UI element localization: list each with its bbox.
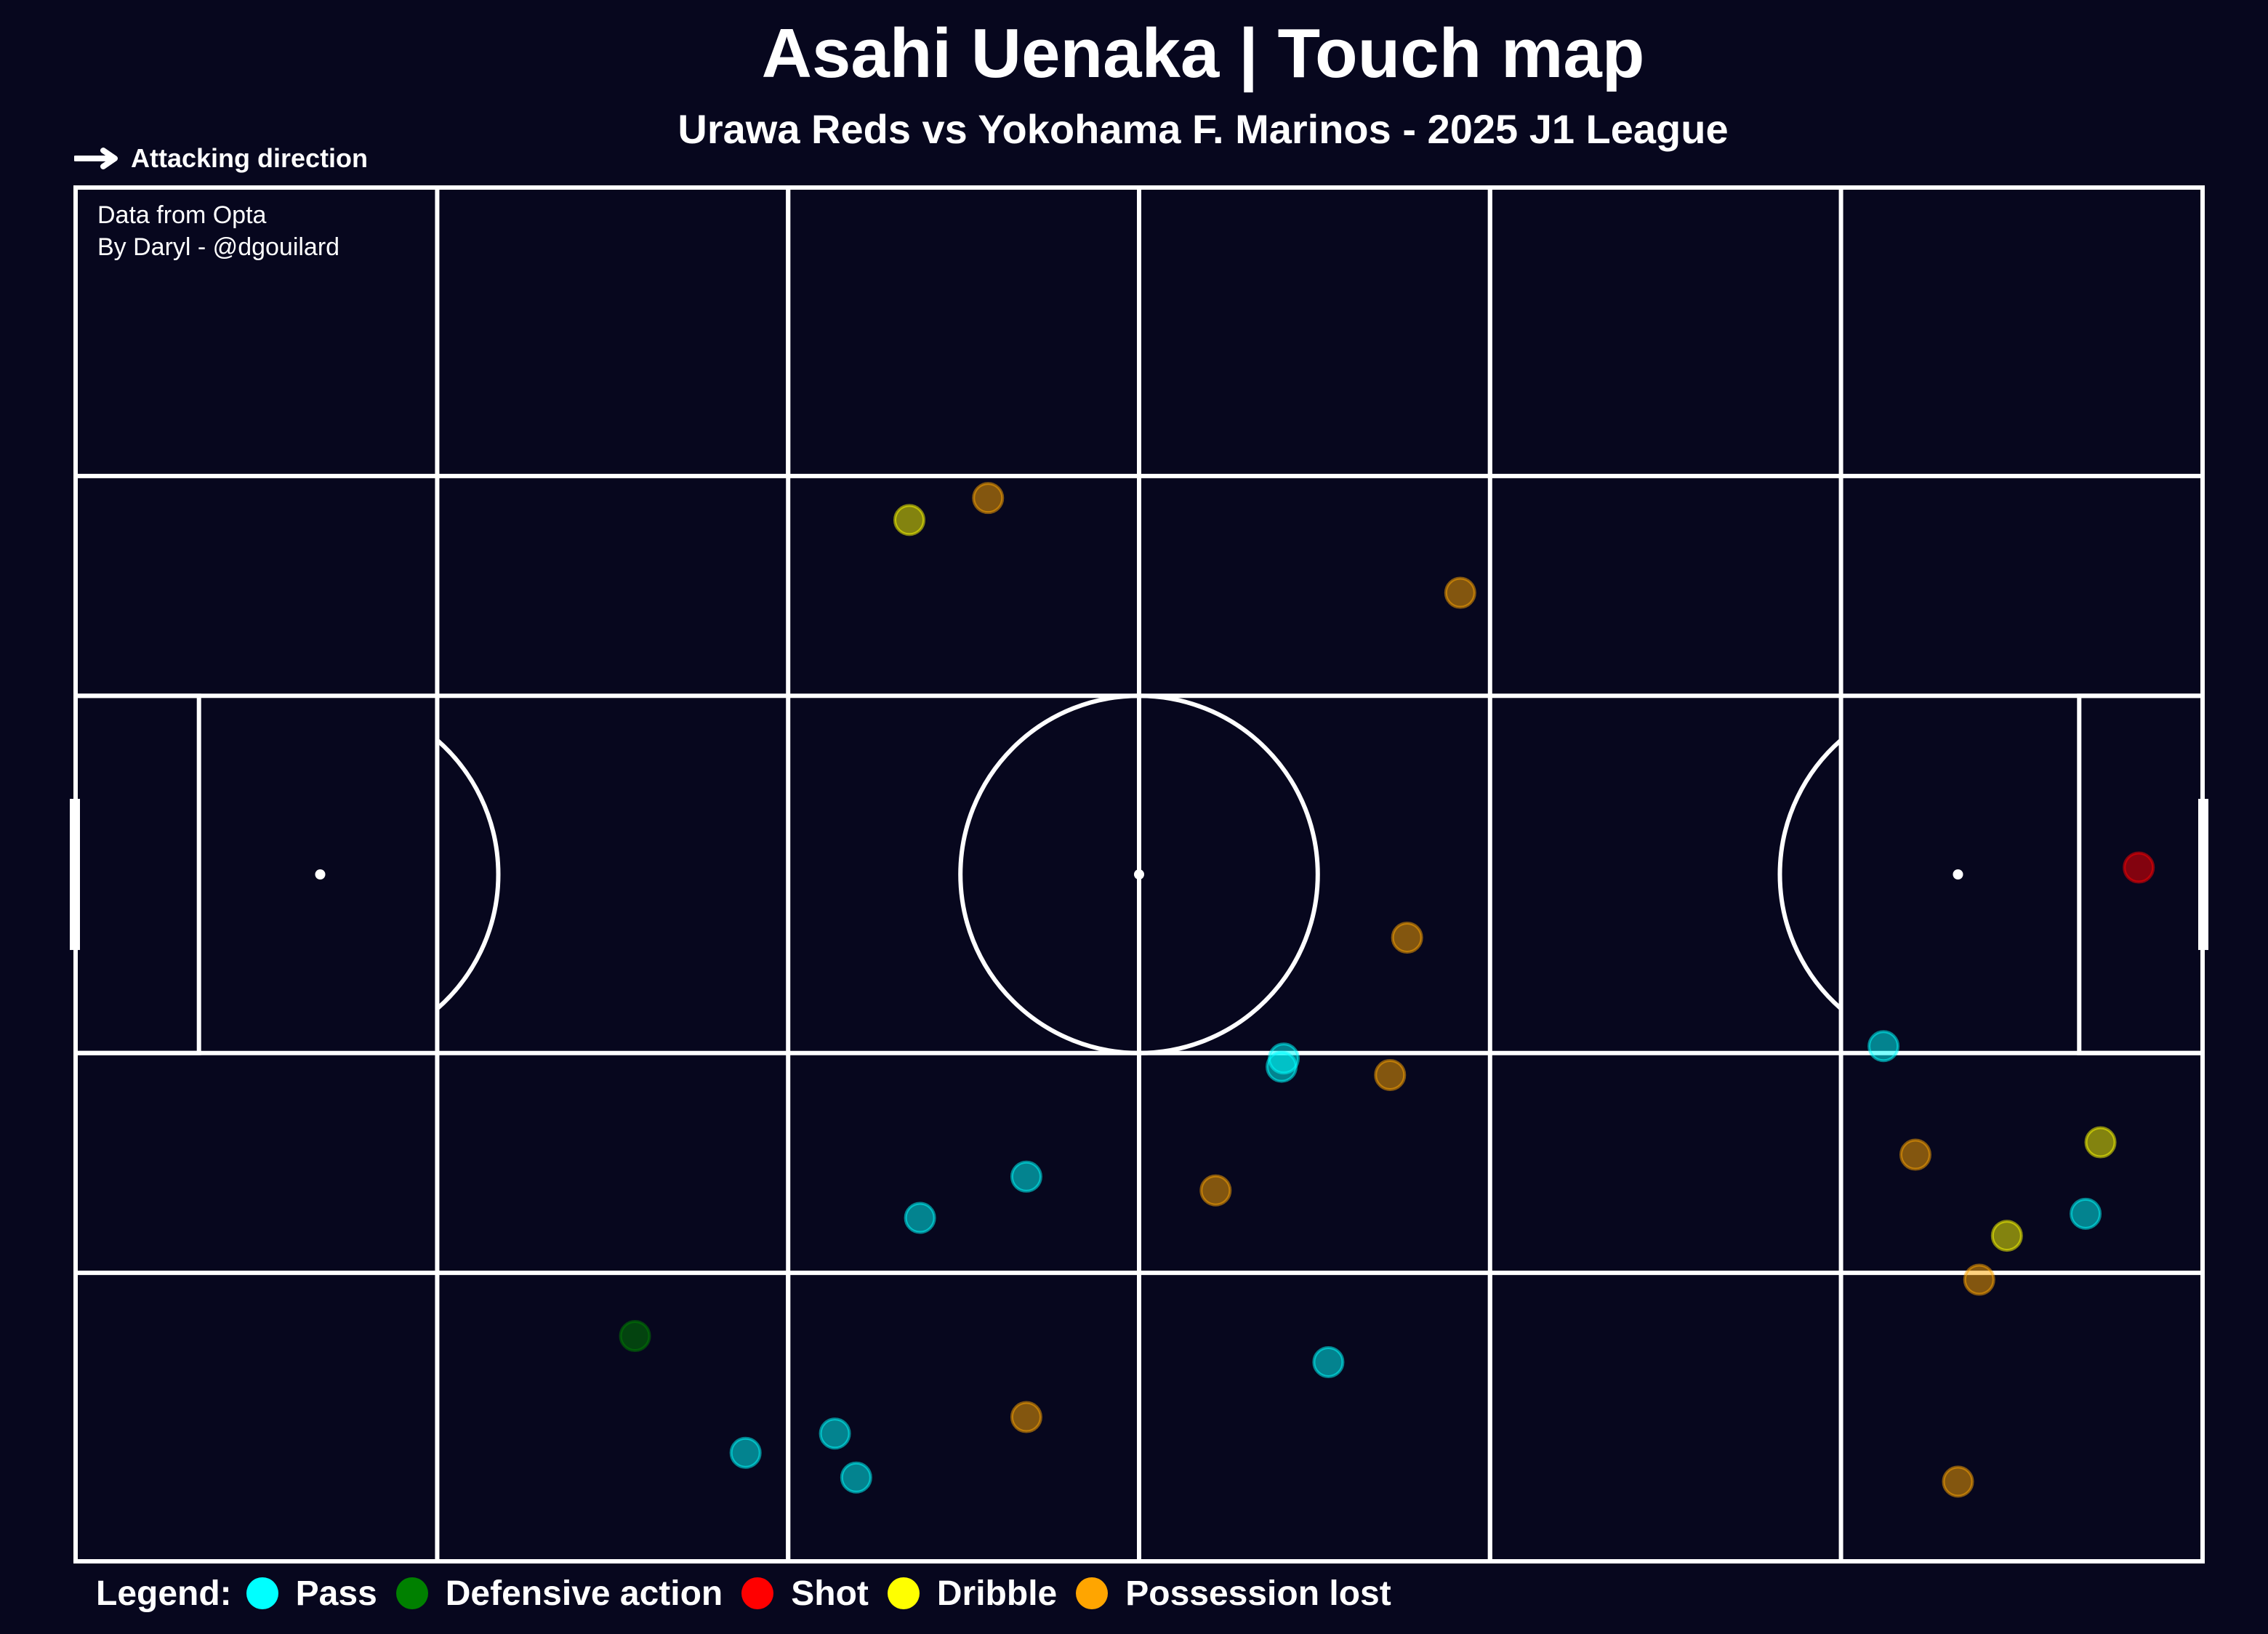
touch-point-possession-lost (1899, 1138, 1931, 1171)
legend-item-defensive-action: Defensive action (395, 1574, 723, 1614)
touch-point-pass (1867, 1030, 1900, 1063)
touch-point-dribble (2084, 1126, 2117, 1159)
penalty-arc-left (435, 738, 501, 1010)
touch-point-possession-lost (1199, 1174, 1232, 1207)
touch-point-pass (1010, 1160, 1042, 1193)
legend-label-pass: Pass (295, 1574, 377, 1613)
legend-item-possession-lost: Possession lost (1076, 1574, 1391, 1614)
arrow-right-icon (74, 148, 118, 169)
legend-swatch-possession-lost (1076, 1577, 1109, 1609)
legend-label-shot: Shot (791, 1574, 869, 1613)
legend-swatch-dribble (887, 1577, 920, 1609)
credits: Data from Opta By Daryl - @dgouilard (97, 199, 339, 263)
touch-point-possession-lost (1374, 1058, 1407, 1091)
goal-right (2198, 799, 2208, 950)
legend-label-dribble: Dribble (936, 1574, 1058, 1613)
attacking-direction-label: Attacking direction (131, 143, 369, 173)
touch-point-pass (840, 1461, 872, 1494)
touch-point-possession-lost (1010, 1401, 1042, 1433)
penalty-arc-right (1777, 738, 1843, 1010)
touch-point-shot (2123, 851, 2155, 884)
touch-point-possession-lost (972, 482, 1005, 515)
touch-point-pass (904, 1202, 936, 1234)
touch-point-pass (729, 1436, 762, 1469)
goal-left (70, 799, 80, 950)
legend-title: Legend: (96, 1574, 232, 1613)
author: By Daryl - @dgouilard (97, 233, 340, 261)
legend: Legend: Pass Defensive action Shot Dribb… (96, 1570, 1410, 1617)
legend-item-shot: Shot (741, 1574, 869, 1614)
centre-spot (1134, 869, 1144, 880)
legend-swatch-shot (741, 1577, 774, 1609)
penalty-spot-left (315, 869, 326, 880)
touch-point-dribble (1990, 1220, 2023, 1252)
attacking-direction: Attacking direction (74, 138, 368, 179)
touch-point-pass (1267, 1042, 1300, 1075)
legend-swatch-defensive-action (395, 1577, 428, 1609)
legend-label-possession-lost: Possession lost (1125, 1574, 1391, 1613)
touch-point-possession-lost (1942, 1465, 1974, 1498)
chart-title: Asahi Uenaka | Touch map (761, 15, 1645, 92)
legend-item-dribble: Dribble (887, 1574, 1058, 1614)
legend-swatch-pass (246, 1577, 278, 1609)
touch-point-defensive-action (619, 1320, 651, 1353)
legend-item-pass: Pass (246, 1574, 377, 1614)
data-source: Data from Opta (97, 201, 267, 229)
legend-label-defensive-action: Defensive action (445, 1574, 723, 1613)
penalty-spot-right (1953, 869, 1963, 880)
touch-point-dribble (893, 504, 925, 536)
touch-point-pass (2070, 1197, 2102, 1230)
touch-point-possession-lost (1963, 1263, 1995, 1296)
touch-point-possession-lost (1391, 921, 1423, 954)
touch-point-pass (819, 1417, 851, 1450)
centre-circle (958, 693, 1320, 1055)
touch-point-pass (1312, 1345, 1345, 1378)
touch-point-possession-lost (1444, 576, 1476, 609)
chart-subtitle: Urawa Reds vs Yokohama F. Marinos - 2025… (677, 106, 1729, 152)
